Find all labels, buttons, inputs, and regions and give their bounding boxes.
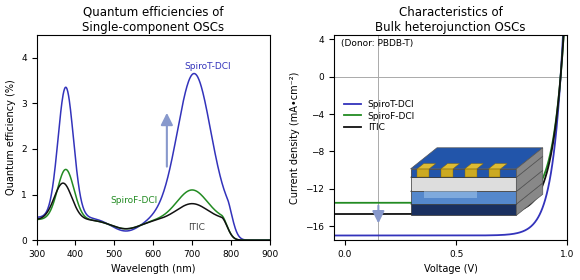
Y-axis label: Current density (mA•cm⁻²): Current density (mA•cm⁻²) — [289, 71, 300, 204]
Text: (Donor: PBDB-T): (Donor: PBDB-T) — [340, 39, 413, 48]
Title: Characteristics of
Bulk heterojunction OSCs: Characteristics of Bulk heterojunction O… — [375, 6, 526, 34]
Y-axis label: Quantum efficiency (%): Quantum efficiency (%) — [6, 80, 16, 195]
X-axis label: Wavelength (nm): Wavelength (nm) — [111, 264, 195, 274]
Legend: SpiroT-DCI, SpiroF-DCI, ITIC: SpiroT-DCI, SpiroF-DCI, ITIC — [341, 97, 419, 136]
X-axis label: Voltage (V): Voltage (V) — [423, 264, 477, 274]
Text: SpiroT-DCI: SpiroT-DCI — [184, 62, 231, 71]
Text: SpiroF-DCI: SpiroF-DCI — [110, 196, 158, 205]
Text: ITIC: ITIC — [188, 223, 205, 232]
Title: Quantum efficiencies of
Single-component OSCs: Quantum efficiencies of Single-component… — [82, 6, 224, 34]
